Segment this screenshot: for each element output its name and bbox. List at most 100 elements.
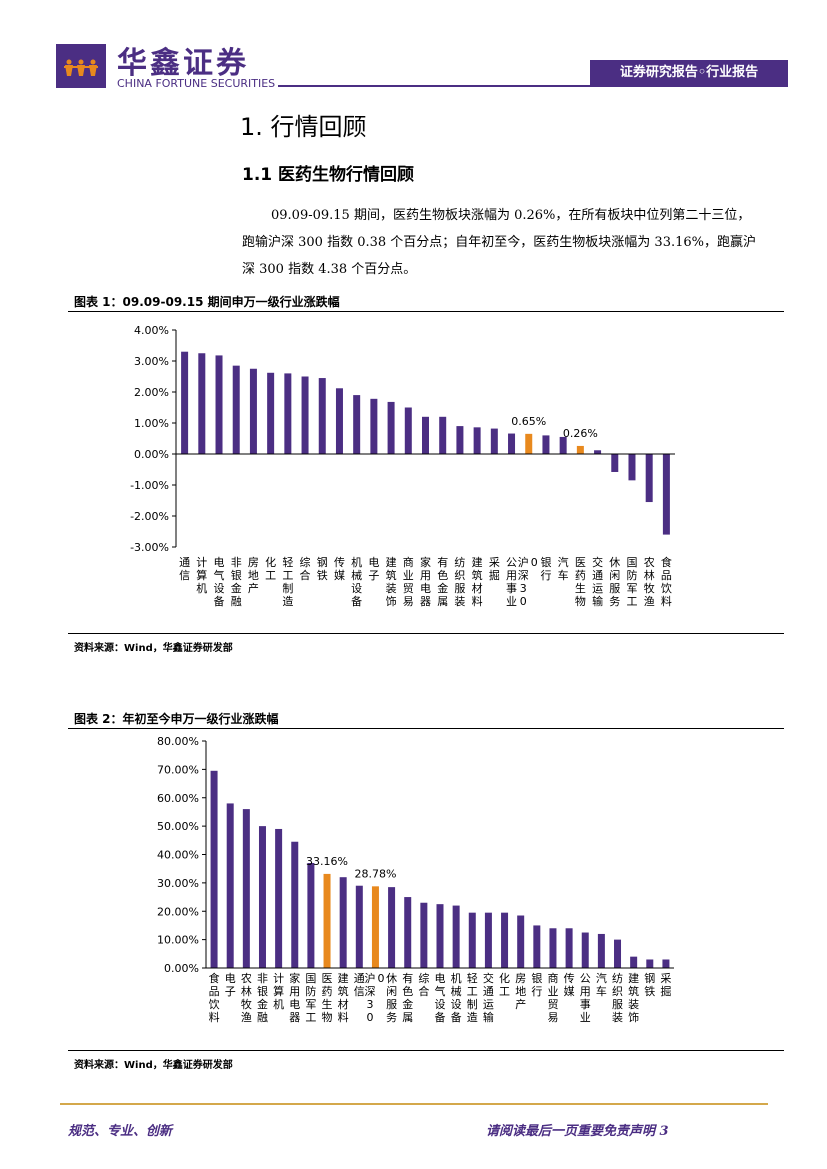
x-tick-label-char: 子: [368, 569, 379, 582]
bar-10: [371, 886, 379, 968]
x-tick-label-char: 物: [575, 594, 586, 608]
bar-5: [267, 372, 275, 454]
x-tick-label-char: 公: [580, 972, 591, 985]
x-tick-label-char: 品: [661, 569, 672, 582]
x-tick-label-char: 钢: [644, 972, 655, 985]
x-tick-label-char: 信: [179, 569, 190, 582]
bar-28: [662, 959, 670, 968]
x-tick-label-char: 综: [300, 555, 311, 569]
y-tick-label: 2.00%: [134, 386, 169, 399]
x-tick-label-char: 家: [420, 555, 431, 569]
x-tick-label-char: 计: [273, 972, 284, 985]
x-tick-label-char: 电: [289, 998, 300, 1011]
bar-19: [508, 433, 516, 454]
x-tick-label-char: 采: [489, 556, 500, 569]
x-tick-label-char: 用: [580, 985, 591, 998]
x-tick-label-char: 有: [402, 971, 413, 985]
y-tick-label: 10.00%: [157, 934, 199, 947]
x-tick-label-char: 纺: [612, 971, 623, 985]
x-tick-label-char: 器: [420, 595, 431, 608]
y-tick-label: -2.00%: [130, 510, 169, 523]
x-tick-label-char: 输: [592, 594, 603, 608]
x-tick-label-char: 饰: [386, 594, 397, 608]
x-tick-label-char: 融: [231, 595, 242, 608]
bar-24: [597, 933, 605, 968]
x-tick-label-char: 业: [547, 985, 558, 998]
x-tick-label-char: 医: [322, 972, 333, 985]
x-tick-label-char: 林: [241, 984, 252, 998]
bar-11: [370, 398, 378, 454]
x-tick-label-char: 计: [196, 556, 207, 569]
subsection-heading: 1.1 医药生物行情回顾: [242, 165, 415, 185]
bar-9: [355, 885, 363, 968]
bar-14: [422, 416, 429, 454]
logo-figures-icon: [64, 59, 98, 76]
x-tick-label-char: 造: [282, 594, 293, 608]
data-label: 0.65%: [511, 415, 546, 428]
x-tick-label-char: 务: [386, 1011, 397, 1024]
x-tick-label-char: 纺: [454, 555, 465, 569]
x-tick-label-char: 休: [386, 972, 397, 985]
x-tick-label-char: 用: [420, 569, 431, 582]
x-tick-label-char: 建: [386, 555, 397, 569]
x-tick-label-char: 算: [273, 984, 284, 998]
x-tick-label-char: 国: [626, 556, 637, 569]
data-label: 0.26%: [563, 427, 598, 440]
x-tick-label-char: 备: [451, 1010, 462, 1024]
figure1-source: 资料来源：Wind，华鑫证券研发部: [74, 643, 233, 654]
x-tick-label-char: 器: [289, 1011, 300, 1024]
x-tick-label-char: 闲: [386, 984, 397, 998]
x-tick-label-char: 电: [435, 972, 446, 985]
bar-26: [628, 454, 636, 481]
x-tick-label-char: 0: [520, 595, 527, 608]
x-tick-label-char: 物: [322, 1010, 333, 1024]
x-tick-label-char: 业: [403, 569, 414, 582]
x-tick-label-char: 闲: [609, 568, 620, 582]
x-tick-label-char: 3: [366, 998, 373, 1011]
x-tick-label-char: 制: [467, 998, 478, 1011]
x-tick-label-char: 铁: [644, 985, 655, 998]
x-tick-label-char: 采: [660, 972, 671, 985]
x-tick-label-char: 电: [214, 556, 225, 569]
x-tick-label-char: 传: [564, 972, 575, 985]
x-tick-label-char: 渔: [644, 595, 655, 608]
bar-14: [436, 904, 444, 968]
x-tick-label-char: 建: [628, 971, 639, 985]
x-tick-label-char: 车: [596, 984, 607, 998]
x-tick-label-char: 掘: [489, 568, 500, 582]
x-tick-label-char: 银: [231, 568, 242, 582]
bar-3: [258, 826, 266, 968]
x-tick-label-char: 电: [420, 582, 431, 595]
x-tick-label-char: 0: [366, 1011, 373, 1024]
brand-name-cn: 华鑫证券: [117, 46, 249, 81]
x-tick-label-char: 休: [609, 556, 620, 569]
x-tick-label-char: 事: [506, 582, 517, 595]
x-tick-label-char: 输: [483, 1010, 494, 1024]
x-tick-label-char: 国: [305, 972, 316, 985]
x-tick-label-char: 药: [575, 569, 586, 582]
bar-5: [291, 841, 299, 968]
bar-17: [484, 912, 492, 968]
x-tick-label-char: 气: [435, 984, 446, 998]
x-tick-label-char: 牧: [241, 997, 252, 1011]
figure1-bottom-rule: [68, 633, 784, 634]
y-tick-label: 4.00%: [134, 324, 169, 337]
data-label: 33.16%: [306, 855, 348, 868]
company-logo-mark: [56, 44, 106, 88]
figure2-bottom-rule: [68, 1050, 784, 1051]
y-tick-label: 40.00%: [157, 849, 199, 862]
x-tick-label-char: 铁: [317, 569, 328, 582]
x-tick-label-char: 轻: [467, 971, 478, 985]
x-tick-label-char: 非: [257, 972, 268, 985]
x-tick-label-char: 建: [472, 555, 483, 569]
x-tick-label-char: 深: [364, 985, 375, 998]
figure1-title: 图表 1：09.09-09.15 期间申万一级行业涨跌幅: [74, 295, 340, 309]
x-tick-label-char: 合: [418, 984, 429, 998]
y-tick-label: 70.00%: [157, 763, 199, 776]
x-tick-label-char: 军: [305, 998, 316, 1011]
x-tick-label-char: 织: [612, 985, 623, 998]
x-tick-label-char: 饰: [628, 1010, 639, 1024]
x-tick-label-char: 备: [351, 594, 362, 608]
x-tick-label-char: 装: [628, 998, 639, 1011]
x-tick-label-char: 事: [580, 998, 591, 1011]
